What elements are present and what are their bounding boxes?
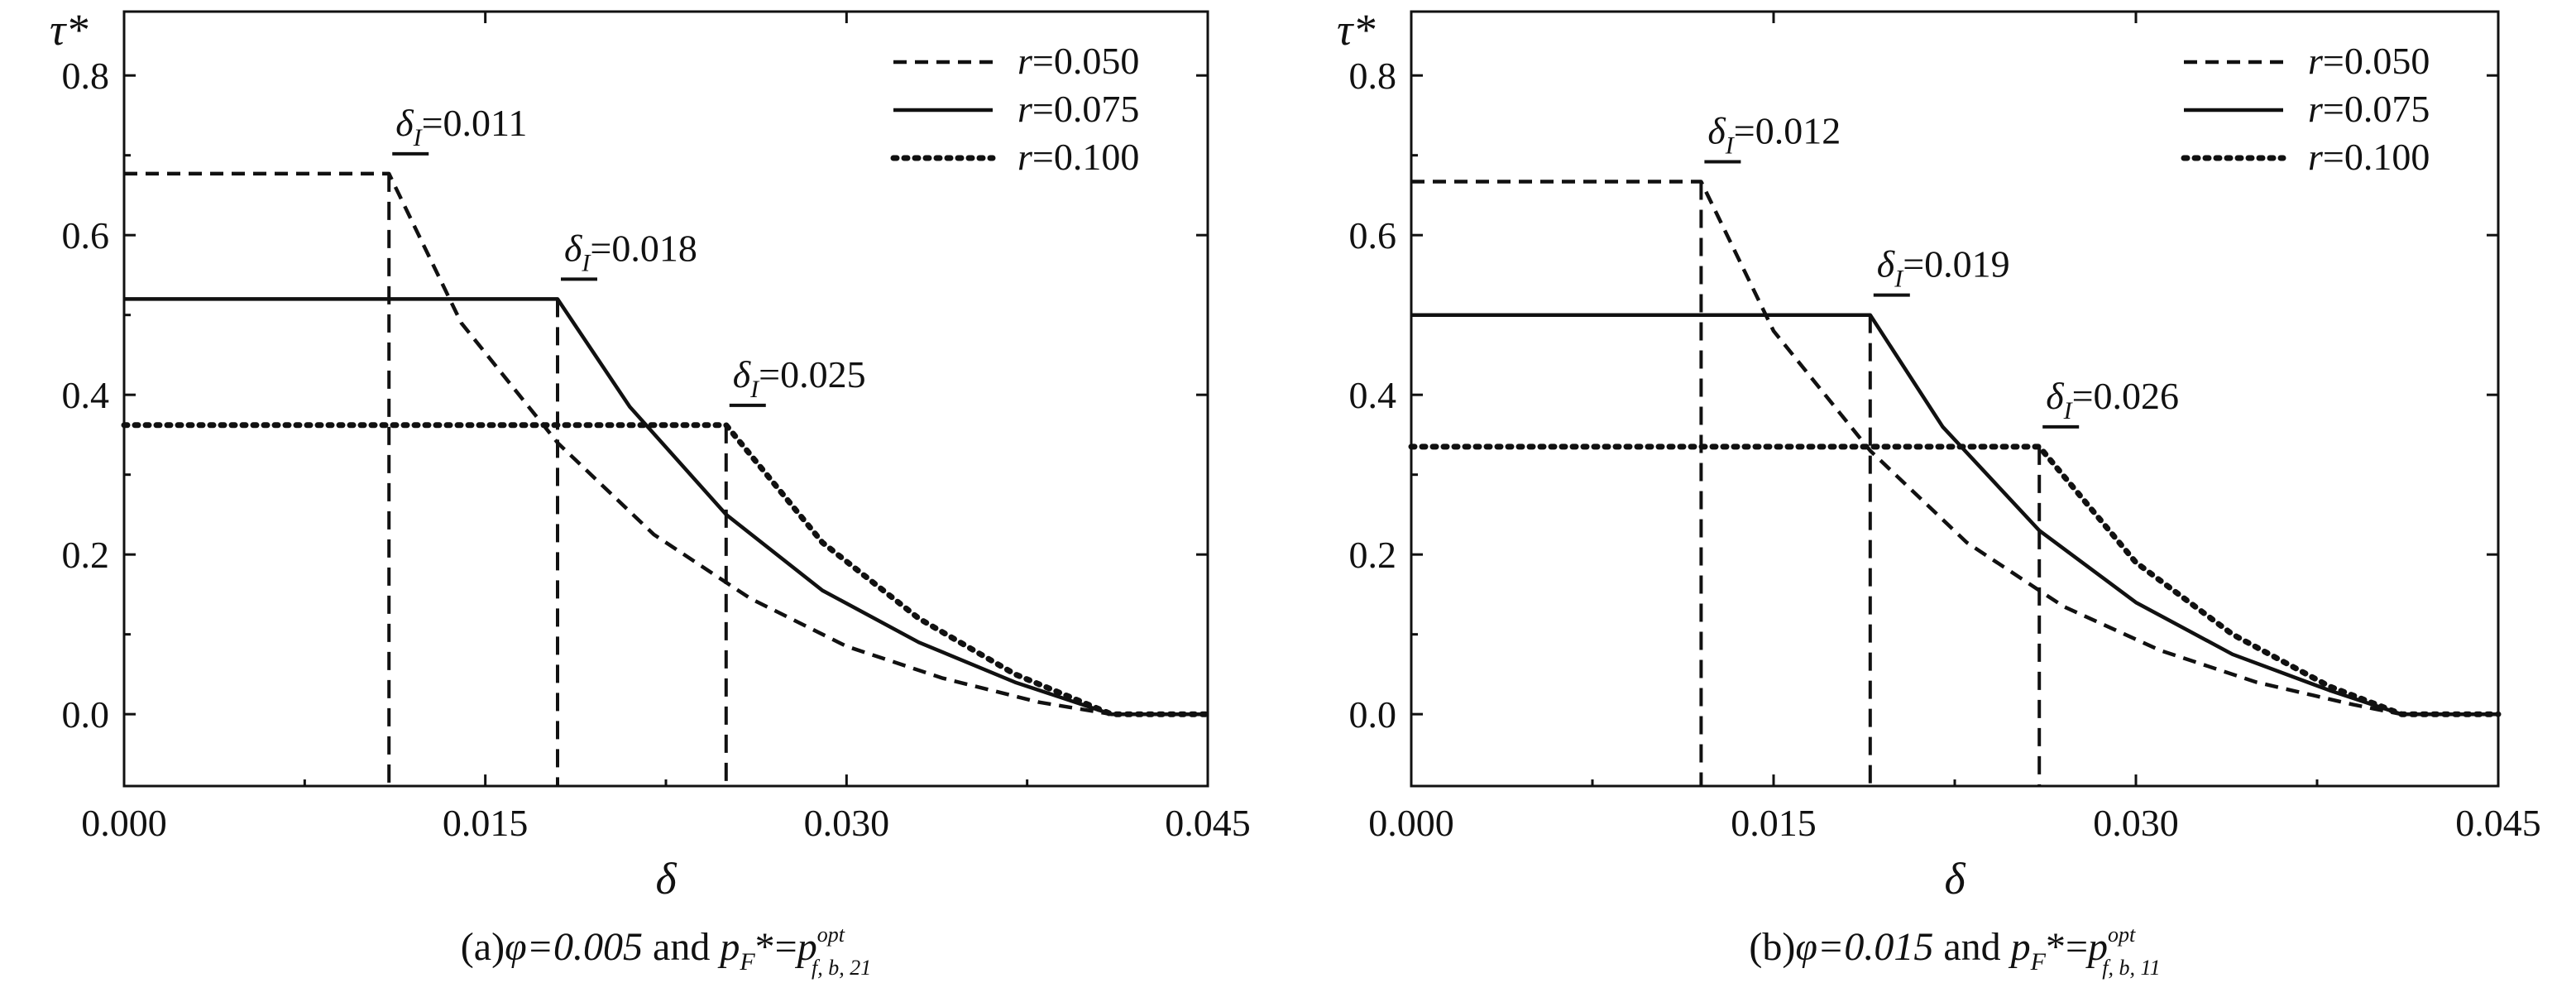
y-tick-label: 0.0 bbox=[1349, 693, 1397, 736]
x-axis-title: δ bbox=[655, 854, 677, 904]
y-tick-label: 0.4 bbox=[62, 374, 110, 416]
x-tick-label: 0.030 bbox=[804, 802, 890, 844]
x-tick-label: 0.000 bbox=[81, 802, 167, 844]
x-tick-label: 0.045 bbox=[1165, 802, 1251, 844]
y-tick-label: 0.6 bbox=[62, 214, 110, 256]
threshold-annotation: δI=0.025 bbox=[733, 353, 866, 403]
x-tick-label: 0.015 bbox=[1731, 802, 1817, 844]
threshold-annotation: δI=0.019 bbox=[1877, 243, 2010, 293]
y-tick-label: 0.8 bbox=[1349, 55, 1397, 97]
legend-label: r=0.050 bbox=[2308, 40, 2430, 82]
x-tick-label: 0.030 bbox=[2093, 802, 2179, 844]
series-line-solid bbox=[124, 297, 1208, 717]
series-line-dashed bbox=[124, 171, 1208, 717]
x-tick-label: 0.015 bbox=[443, 802, 529, 844]
x-tick-label: 0.000 bbox=[1368, 802, 1454, 844]
y-tick-label: 0.2 bbox=[62, 534, 110, 576]
series-line-solid bbox=[1411, 313, 2498, 717]
y-axis-title: τ* bbox=[50, 5, 88, 55]
x-axis-title: δ bbox=[1944, 854, 1966, 904]
threshold-annotation: δI=0.012 bbox=[1707, 110, 1841, 160]
x-tick-label: 0.045 bbox=[2455, 802, 2541, 844]
legend-label: r=0.100 bbox=[1017, 136, 1139, 178]
y-tick-label: 0.8 bbox=[62, 55, 110, 97]
y-tick-label: 0.0 bbox=[62, 693, 110, 736]
y-tick-label: 0.2 bbox=[1349, 534, 1397, 576]
legend-label: r=0.075 bbox=[1017, 88, 1139, 130]
series-line-dotted bbox=[1408, 443, 2502, 717]
legend-label: r=0.100 bbox=[2308, 136, 2430, 178]
chart-panel-b: 0.000 0.015 0.030 0.045 0.0 0.2 0.4 0.6 0.8τ* δ δI… bbox=[1337, 5, 2541, 980]
threshold-annotation: δI=0.011 bbox=[395, 102, 527, 151]
panel-caption: (b)φ=0.015 and pF*=popt f, b, 11 bbox=[1749, 923, 2160, 980]
y-tick-label: 0.4 bbox=[1349, 374, 1397, 416]
legend-label: r=0.050 bbox=[1017, 40, 1139, 82]
y-tick-label: 0.6 bbox=[1349, 214, 1397, 256]
series-line-dotted bbox=[121, 422, 1211, 717]
threshold-annotation: δI=0.018 bbox=[564, 227, 697, 276]
legend-label: r=0.075 bbox=[2308, 88, 2430, 130]
y-axis-title: τ* bbox=[1337, 5, 1375, 55]
panel-caption: (a)φ=0.005 and pF*=popt f, b, 21 bbox=[461, 923, 871, 980]
chart-panel-a: 0.000 0.015 0.030 0.045 0.0 0.2 0.4 0.6 0.8τ* δ δI… bbox=[50, 5, 1251, 980]
threshold-annotation: δI=0.026 bbox=[2046, 375, 2179, 424]
